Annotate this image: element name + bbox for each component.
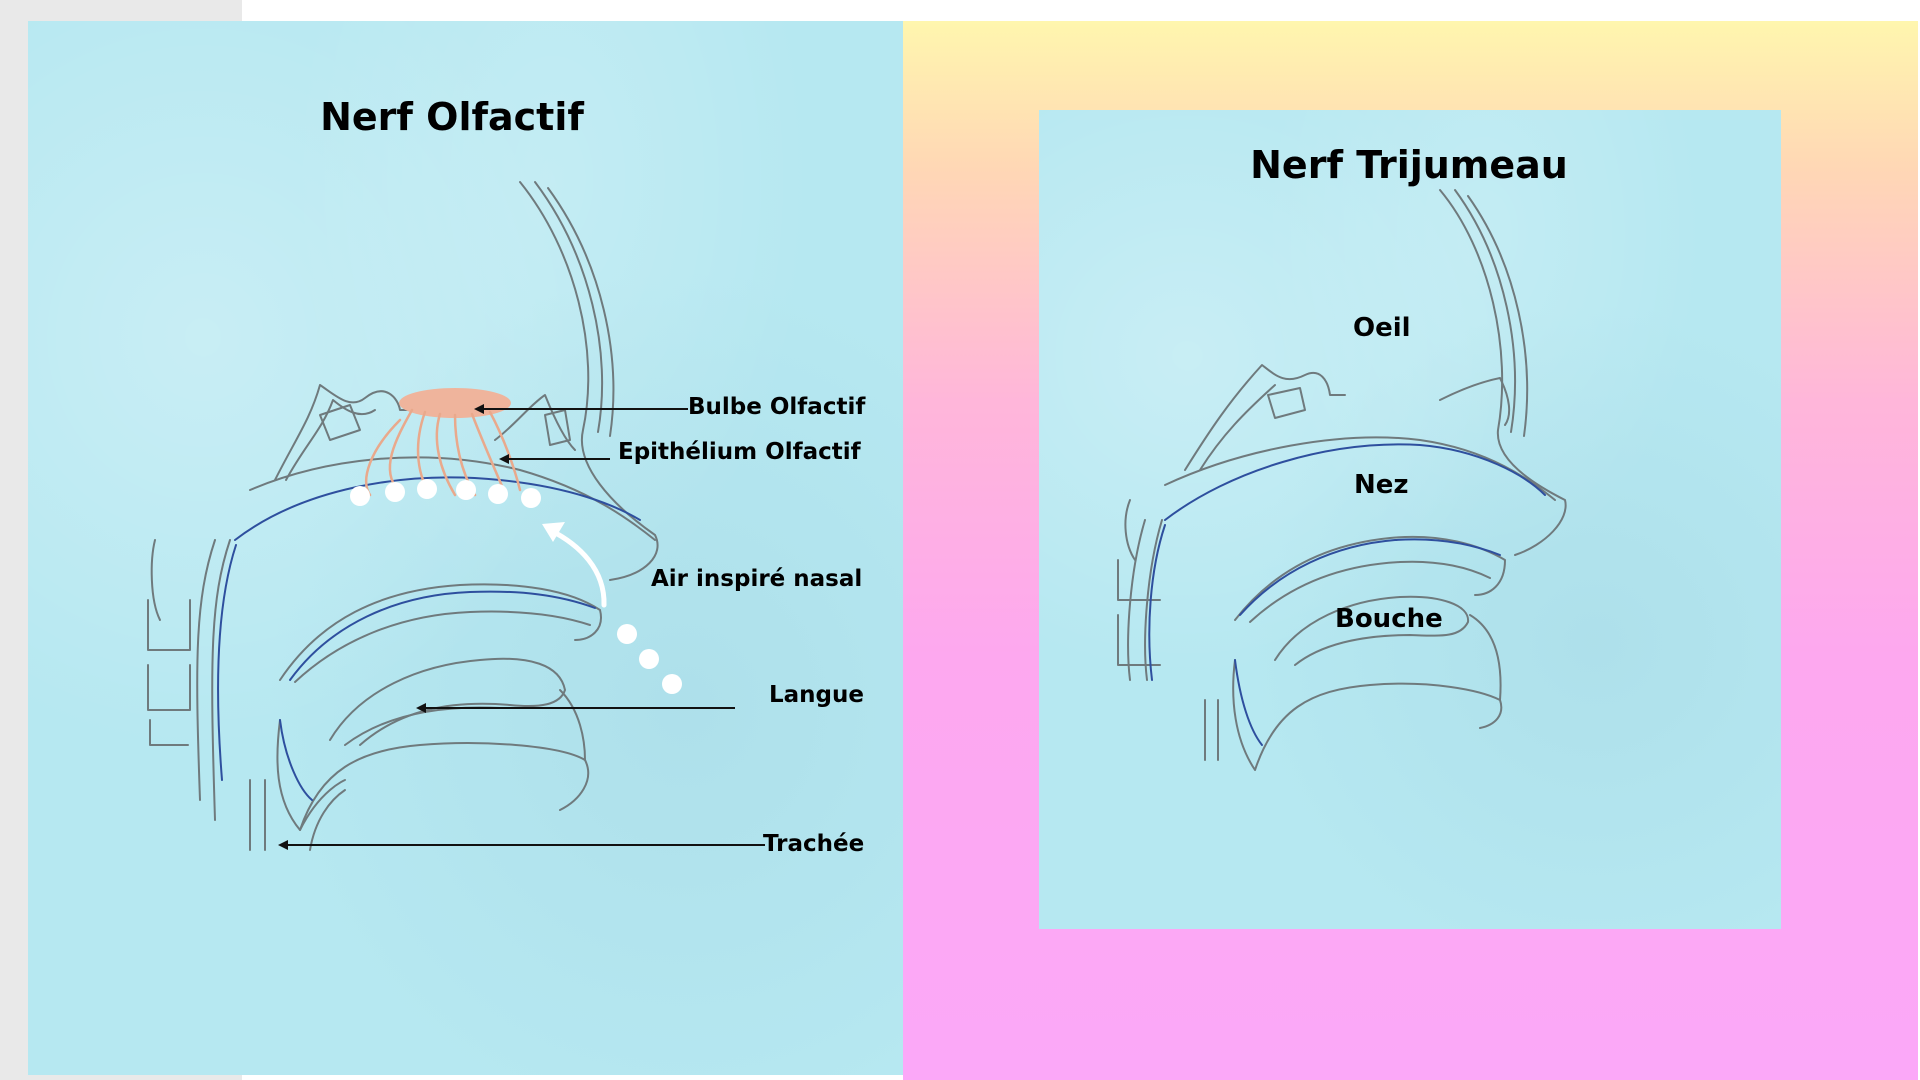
palate-inner: [1249, 560, 1491, 623]
air-dot: [662, 674, 682, 694]
trachee-label: Trachée: [763, 831, 865, 857]
vertebra-2: [1117, 559, 1161, 601]
jaw: [1232, 659, 1503, 771]
sinus-bone: [274, 384, 421, 481]
air-dot: [639, 649, 659, 669]
air-flow-arrow: [547, 527, 607, 608]
jaw-2: [1469, 614, 1502, 701]
mucosa-back: [1148, 524, 1166, 681]
oeil-label: Oeil: [1353, 313, 1411, 343]
sinus-bone-inner: [285, 399, 376, 481]
receptor-dot: [456, 480, 476, 500]
mucosa-throat: [1234, 659, 1263, 746]
olfactory-fiber: [488, 410, 522, 492]
receptor-dot: [521, 488, 541, 508]
skull-outline-inner: [534, 181, 604, 433]
sinus-bone-2: [494, 394, 576, 451]
skull-outline: [1439, 189, 1567, 556]
olfactory-title: Nerf Olfactif: [320, 95, 584, 139]
sinus-cavity: [1267, 387, 1306, 419]
air-label: Air inspiré nasal: [651, 566, 863, 592]
sinus-cavity-2: [544, 409, 571, 446]
receptor-dot: [417, 479, 437, 499]
air-flow-arrowhead: [542, 522, 565, 542]
langue-label: Langue: [769, 682, 864, 708]
mucosa-roof: [234, 476, 641, 541]
mucosa-palate: [289, 590, 596, 681]
mucosa-throat: [279, 719, 313, 801]
trachee-arrowhead: [278, 840, 288, 850]
receptor-dots: [350, 479, 541, 508]
sinus-bone-2: [1439, 377, 1511, 426]
vertebra-2: [147, 599, 191, 651]
mucosa-palate: [1239, 538, 1501, 616]
receptor-dot: [385, 482, 405, 502]
vertebra-3: [1117, 614, 1161, 666]
olfactory-fiber: [435, 412, 457, 497]
sinus-bone-inner: [1199, 384, 1276, 471]
sinus-bone: [1184, 364, 1346, 471]
spine-outline: [196, 539, 216, 801]
palate-inner: [294, 610, 591, 683]
skull-outline: [519, 181, 659, 581]
epithelium-arrowhead: [499, 454, 509, 464]
spine-outline-2: [211, 539, 231, 821]
mucosa-back: [217, 544, 237, 781]
langue-arrowhead: [416, 703, 426, 713]
skull-outline-inner-2: [1467, 195, 1529, 437]
receptor-dot: [350, 486, 370, 506]
nez-label: Nez: [1354, 470, 1409, 500]
receptor-dot: [488, 484, 508, 504]
olfactory-panel: [28, 21, 903, 1075]
sinus-cavity: [319, 404, 361, 441]
air-dot: [617, 624, 637, 644]
palate: [1234, 535, 1506, 621]
epithelium-label: Epithélium Olfactif: [618, 439, 861, 465]
trigeminal-title: Nerf Trijumeau: [1250, 143, 1568, 187]
bouche-label: Bouche: [1335, 604, 1443, 634]
vertebra: [1124, 499, 1136, 561]
bulbe-label: Bulbe Olfactif: [688, 394, 866, 420]
throat-2: [309, 789, 346, 851]
air-dots: [617, 624, 682, 694]
tongue: [1274, 595, 1470, 666]
skull-outline-inner: [1454, 189, 1516, 433]
bulbe-arrowhead: [474, 404, 484, 414]
vertebra-4: [149, 719, 189, 746]
vertebra: [150, 539, 161, 621]
palate: [279, 583, 602, 681]
jaw-2: [559, 689, 586, 761]
throat: [299, 779, 346, 831]
skull-outline-inner-2: [547, 187, 615, 437]
jaw: [276, 719, 590, 831]
vertebra-3: [147, 664, 191, 711]
mucosa-roof: [1164, 443, 1546, 521]
nasal-roof: [249, 456, 656, 541]
tongue: [329, 657, 566, 746]
